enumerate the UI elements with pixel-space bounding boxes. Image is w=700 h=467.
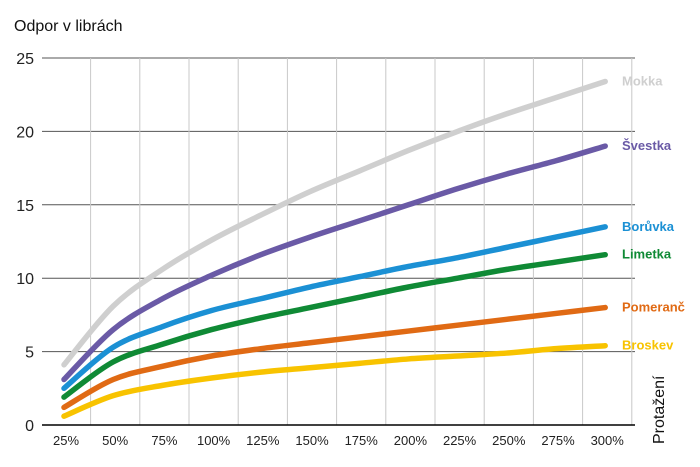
y-tick-label: 5 xyxy=(25,345,34,362)
series-label-5: Broskev xyxy=(622,338,674,353)
series-line-3 xyxy=(61,251,608,400)
y-tick-label: 20 xyxy=(16,124,34,141)
x-tick-label: 275% xyxy=(541,433,575,448)
x-tick-label: 75% xyxy=(151,433,177,448)
x-tick-label: 200% xyxy=(394,433,428,448)
y-tick-label: 10 xyxy=(16,271,34,288)
series-label-2: Borůvka xyxy=(622,219,675,234)
y-tick-labels: 0 5 10 15 20 25 xyxy=(16,51,34,435)
x-tick-label: 250% xyxy=(492,433,526,448)
series-line-4 xyxy=(61,304,608,411)
x-tick-label: 25% xyxy=(53,433,79,448)
y-axis-label: Odpor v librách xyxy=(14,18,123,35)
x-tick-label: 150% xyxy=(295,433,329,448)
series-line-5 xyxy=(61,342,608,419)
grid xyxy=(42,57,635,425)
series-line-2 xyxy=(61,224,608,392)
x-tick-label: 300% xyxy=(591,433,625,448)
x-tick-label: 225% xyxy=(443,433,477,448)
x-tick-label: 100% xyxy=(197,433,231,448)
x-axis-label: Protažení xyxy=(651,375,668,444)
series-label-0: Mokka xyxy=(622,73,663,88)
series-label-3: Limetka xyxy=(622,247,672,262)
x-tick-labels: 25% 50% 75% 100% 125% 150% 175% 200% 225% 250% 275… xyxy=(53,433,624,448)
series-label-4: Pomeranč xyxy=(622,300,685,315)
x-tick-label: 50% xyxy=(102,433,128,448)
series-labels: Mokka Švestka Borůvka Limetka Pomeranč Broske… xyxy=(622,73,685,352)
y-tick-label: 25 xyxy=(16,51,34,68)
series-lines xyxy=(61,78,608,419)
y-tick-label: 0 xyxy=(25,418,34,435)
series-line-0 xyxy=(61,78,608,368)
x-tick-label: 125% xyxy=(246,433,280,448)
y-tick-label: 15 xyxy=(16,198,34,215)
series-label-1: Švestka xyxy=(622,138,672,153)
series-line-1 xyxy=(61,143,608,383)
x-tick-label: 175% xyxy=(345,433,379,448)
